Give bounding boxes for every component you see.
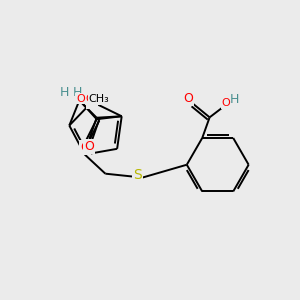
Text: O: O (80, 141, 90, 154)
Text: S: S (134, 168, 142, 182)
Text: CH₃: CH₃ (88, 94, 109, 104)
Text: H: H (60, 86, 69, 99)
Text: O: O (87, 95, 97, 108)
Text: O: O (76, 94, 85, 103)
Text: O: O (84, 140, 94, 153)
Text: H: H (230, 93, 240, 106)
Text: H: H (73, 86, 82, 99)
Text: O: O (183, 92, 193, 105)
Text: O: O (85, 94, 94, 103)
Text: O: O (221, 98, 230, 109)
